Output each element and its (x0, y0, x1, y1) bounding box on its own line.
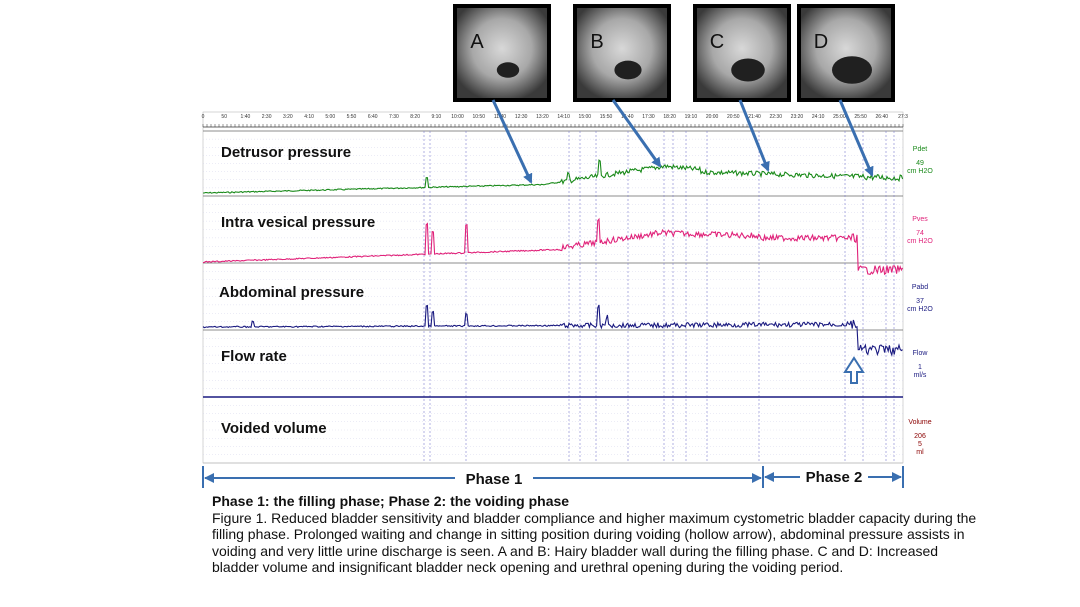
channel-name: Pves (912, 216, 928, 223)
time-tick-label: 15:50 (600, 114, 613, 120)
xray-image: D (797, 4, 895, 102)
track-label: Abdominal pressure (219, 284, 364, 301)
callout-arrow (838, 99, 874, 177)
callout-arrows (491, 99, 874, 184)
channel-unit: ml (916, 449, 924, 456)
time-tick-label: 50 (221, 114, 227, 120)
trace-abdominal (202, 304, 903, 357)
time-tick-label: 15:00 (579, 114, 592, 120)
time-tick-label: 17:30 (642, 114, 655, 120)
trace-intravesical (202, 217, 904, 276)
track-label: Intra vesical pressure (221, 214, 375, 231)
time-tick-label: 4:10 (304, 114, 314, 120)
channel-value: 5 (918, 441, 922, 448)
channel-unit: ml/s (914, 372, 927, 379)
channel-name: Pabd (912, 284, 928, 291)
time-tick-label: 13:20 (536, 114, 549, 120)
channel-name: Volume (908, 419, 931, 426)
callout-arrow (738, 99, 770, 172)
time-tick-label: 14:10 (557, 114, 570, 120)
channel-value: 37 (916, 298, 924, 305)
track-label: Voided volume (221, 420, 327, 437)
bladder-shadow (731, 58, 765, 82)
bladder-shadow (832, 56, 872, 84)
xray-background (457, 8, 547, 98)
time-tick-label: 3:20 (283, 114, 293, 120)
figure-caption: Phase 1: the filling phase; Phase 2: the… (212, 493, 982, 576)
time-tick-label: 24:10 (812, 114, 825, 120)
time-tick-label: 16:40 (621, 114, 634, 120)
channel-value: 49 (916, 160, 924, 167)
channel-value: 1 (918, 364, 922, 371)
time-tick-label: 12:30 (515, 114, 528, 120)
event-lines (423, 131, 895, 463)
track-label: Detrusor pressure (221, 144, 351, 161)
time-tick-label: 5:50 (347, 114, 357, 120)
xray-images: A B C D (453, 4, 895, 102)
time-tick-label: 20:00 (706, 114, 719, 120)
callout-arrow (491, 99, 533, 184)
caption-text: Figure 1. Reduced bladder sensitivity an… (212, 509, 977, 576)
channel-value: 206 (914, 433, 926, 440)
time-tick-label: 19:10 (685, 114, 698, 120)
bladder-shadow (614, 60, 642, 80)
time-tick-label: 25:00 (833, 114, 846, 120)
xray-image-letter: C (710, 31, 724, 53)
track-labels: Detrusor pressure Intra vesical pressure A… (219, 144, 375, 437)
channel-name: Flow (913, 350, 929, 357)
time-tick-label: 26:40 (876, 114, 889, 120)
caption-bold-line: Phase 1: the filling phase; Phase 2: the… (212, 493, 570, 509)
xray-image-letter: D (814, 31, 828, 53)
time-tick-label: 10:00 (451, 114, 464, 120)
channel-unit: cm H2O (907, 168, 933, 175)
phase-1-label: Phase 1 (466, 471, 523, 488)
time-tick-label: 18:20 (663, 114, 676, 120)
phase-bars: Phase 1 Phase 2 (202, 466, 904, 488)
callout-arrow (611, 99, 662, 168)
time-tick-label: 23:20 (791, 114, 804, 120)
time-tick-label: 2:30 (262, 114, 272, 120)
trace-detrusor (203, 159, 904, 194)
time-tick-label: 21:40 (748, 114, 761, 120)
time-axis: 0 50 1:40 2:30 3:20 4:10 5:00 5:50 6:40 7:30 8:20 9… (202, 114, 908, 128)
track-label: Flow rate (221, 348, 287, 365)
time-tick-label: 0 (202, 114, 205, 120)
bladder-shadow (496, 62, 520, 78)
time-tick-label: 10:50 (472, 114, 485, 120)
xray-background (801, 8, 891, 98)
channel-value: 74 (916, 230, 924, 237)
time-tick-label: 1:40 (241, 114, 251, 120)
xray-image: A (453, 4, 551, 102)
xray-image: C (693, 4, 791, 102)
xray-image-letter: B (590, 31, 603, 53)
time-tick-label: 7:30 (389, 114, 399, 120)
channel-unit: cm H2O (907, 306, 933, 313)
traces (202, 159, 904, 398)
xray-background (697, 8, 787, 98)
time-tick-label: 8:20 (410, 114, 420, 120)
xray-image: B (573, 4, 671, 102)
time-tick-label: 22:30 (769, 114, 782, 120)
time-tick-label: 6:40 (368, 114, 378, 120)
time-tick-label: 9:10 (431, 114, 441, 120)
time-tick-label: 5:00 (325, 114, 335, 120)
channel-unit: cm H2O (907, 238, 933, 245)
hollow-arrow (843, 356, 865, 384)
time-tick-label: 25:50 (854, 114, 867, 120)
phase-2-label: Phase 2 (806, 469, 863, 486)
time-tick-label: 27:3 (898, 114, 908, 120)
channel-name: Pdet (913, 146, 927, 153)
time-tick-label: 20:50 (727, 114, 740, 120)
xray-background (577, 8, 667, 98)
xray-image-letter: A (470, 31, 484, 53)
